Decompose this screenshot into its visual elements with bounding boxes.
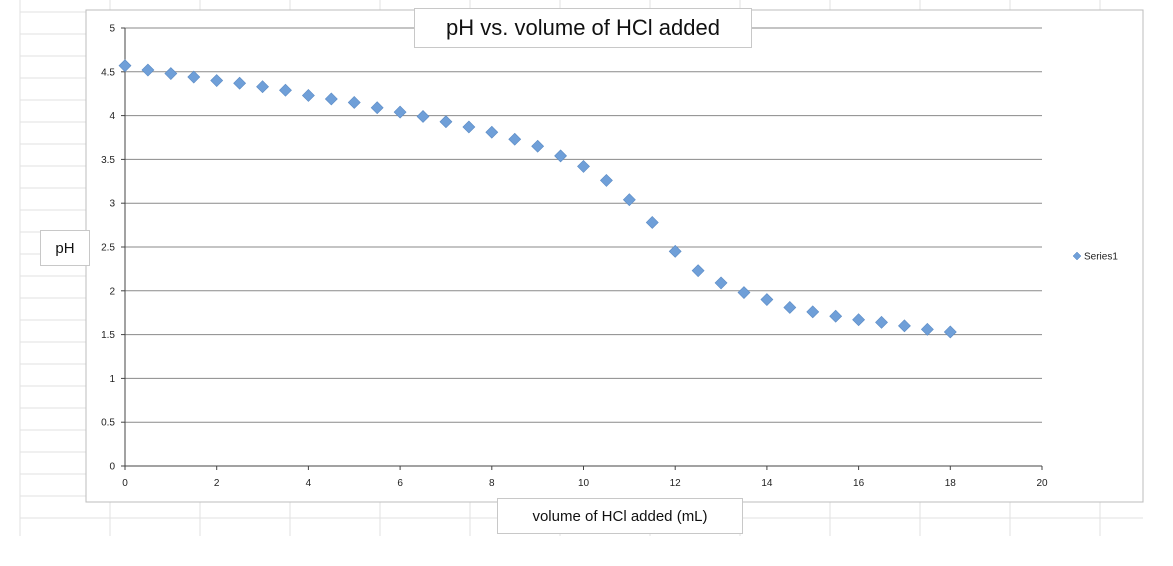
data-point[interactable] [256, 80, 269, 94]
data-point[interactable] [370, 101, 384, 115]
legend-label: Series1 [1084, 252, 1118, 263]
x-tick-label: 20 [1036, 478, 1048, 489]
x-tick-label: 18 [945, 478, 957, 489]
data-point[interactable] [806, 305, 820, 319]
data-point[interactable] [554, 149, 567, 163]
data-point[interactable] [301, 89, 315, 102]
data-point[interactable] [760, 293, 774, 306]
data-point[interactable] [187, 70, 201, 84]
y-tick-label: 3 [109, 199, 115, 210]
data-point[interactable] [622, 193, 636, 207]
data-point[interactable] [737, 286, 751, 299]
data-point[interactable] [324, 92, 338, 106]
y-tick-labels: 0 0.5 1 1.5 2 2.5 3 3.5 4 4.5 5 [101, 24, 115, 473]
data-point[interactable] [347, 96, 361, 109]
y-tick-label: 0.5 [101, 418, 115, 429]
data-point[interactable] [508, 132, 522, 146]
x-tick-label: 16 [853, 478, 865, 489]
data-point[interactable] [829, 309, 843, 323]
data-point[interactable] [393, 105, 407, 119]
data-point[interactable] [462, 120, 476, 134]
y-tick-label: 0 [109, 462, 115, 473]
data-point[interactable] [600, 173, 613, 187]
data-point[interactable] [852, 313, 866, 327]
x-tick-label: 14 [761, 478, 773, 489]
y-tick-label: 2.5 [101, 243, 115, 254]
data-point[interactable] [439, 115, 453, 129]
data-point[interactable] [164, 67, 178, 80]
x-tick-label: 8 [489, 478, 495, 489]
data-point[interactable] [943, 325, 957, 339]
axes [124, 28, 1043, 470]
data-point[interactable] [416, 110, 430, 123]
x-axis-label[interactable]: volume of HCl added (mL) [497, 498, 743, 534]
data-point[interactable] [714, 276, 728, 290]
data-point[interactable] [141, 63, 155, 77]
y-tick-label: 4.5 [101, 67, 115, 78]
data-point[interactable] [920, 322, 934, 336]
legend[interactable]: Series1 [1072, 251, 1118, 263]
y-tick-label: 1 [109, 374, 115, 385]
x-tick-label: 0 [122, 478, 128, 489]
data-point[interactable] [898, 319, 911, 333]
data-point[interactable] [645, 216, 659, 229]
y-tick-label: 2 [109, 286, 115, 297]
legend-marker [1072, 251, 1082, 261]
data-point[interactable] [233, 76, 247, 90]
y-tick-label: 4 [109, 111, 115, 122]
data-point[interactable] [577, 159, 590, 173]
data-point[interactable] [279, 83, 292, 97]
data-point[interactable] [783, 301, 797, 314]
x-tick-label: 12 [670, 478, 682, 489]
x-tick-label: 10 [578, 478, 590, 489]
data-point[interactable] [875, 315, 888, 329]
data-points [118, 59, 957, 339]
x-tick-labels: 0 2 4 6 8 10 12 14 16 18 20 [122, 478, 1048, 489]
x-tick-label: 2 [214, 478, 220, 489]
y-tick-label: 3.5 [101, 155, 115, 166]
data-point[interactable] [691, 264, 705, 278]
chart-title[interactable]: pH vs. volume of HCl added [414, 8, 752, 48]
data-point[interactable] [485, 125, 499, 139]
y-tick-label: 5 [109, 24, 115, 35]
x-tick-label: 4 [306, 478, 312, 489]
horizontal-gridlines [121, 27, 1042, 467]
data-point[interactable] [668, 244, 682, 258]
data-point[interactable] [531, 139, 545, 153]
y-tick-label: 1.5 [101, 330, 115, 341]
y-axis-label[interactable]: pH [40, 230, 90, 266]
data-point[interactable] [210, 74, 224, 87]
x-tick-label: 6 [397, 478, 403, 489]
data-point[interactable] [118, 59, 132, 73]
